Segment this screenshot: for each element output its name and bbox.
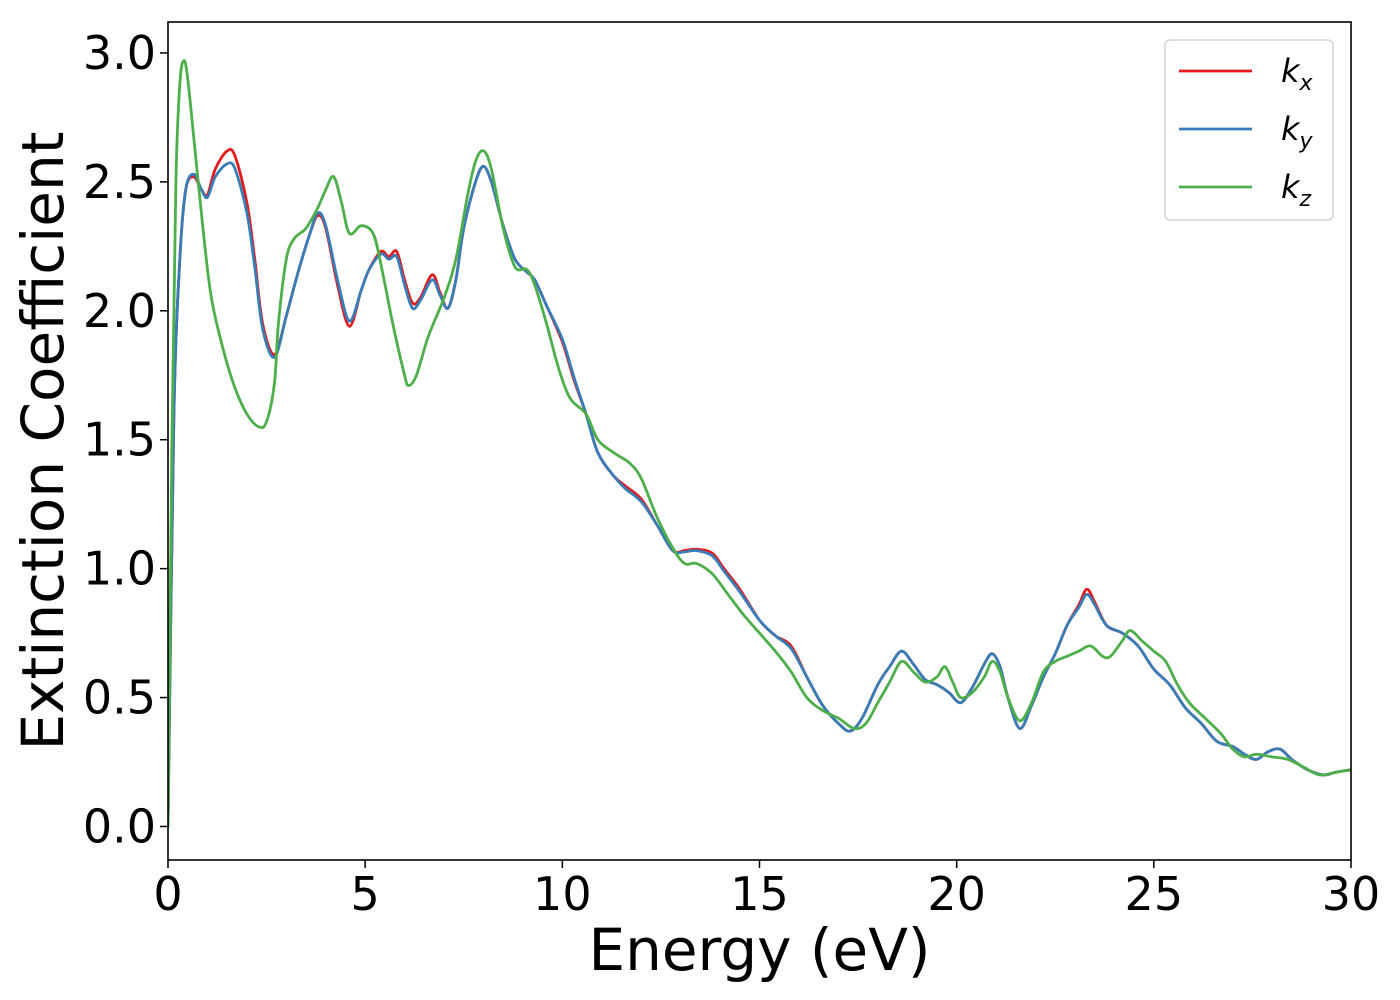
y-tick-label: 2.0: [83, 284, 156, 338]
x-tick-label: 5: [351, 867, 380, 921]
x-axis-label: Energy (eV): [588, 916, 930, 984]
legend-label-subscript: z: [1299, 187, 1312, 212]
x-tick-label: 10: [533, 867, 592, 921]
x-tick-label: 20: [927, 867, 986, 921]
y-tick-label: 3.0: [83, 26, 156, 80]
legend-label-base: k: [1281, 110, 1301, 148]
x-tick-label: 25: [1125, 867, 1184, 921]
x-tick-label: 15: [730, 867, 789, 921]
legend-label-base: k: [1281, 168, 1301, 206]
x-tick-label: 0: [153, 867, 182, 921]
y-tick-label: 0.5: [83, 671, 156, 725]
legend-label-subscript: y: [1299, 129, 1314, 154]
y-tick-label: 0.0: [83, 799, 156, 853]
y-tick-label: 2.5: [83, 155, 156, 209]
legend-label-subscript: x: [1299, 71, 1314, 96]
legend-label-base: k: [1281, 52, 1301, 90]
y-axis-label: Extinction Coefficient: [9, 132, 77, 751]
x-tick-label: 30: [1322, 867, 1381, 921]
y-tick-label: 1.0: [83, 542, 156, 596]
y-tick-label: 1.5: [83, 413, 156, 467]
